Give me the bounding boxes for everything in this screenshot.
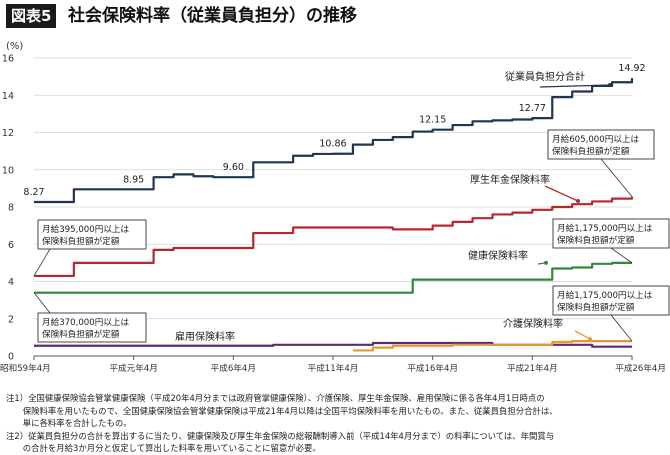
series-health-line: [34, 261, 632, 294]
series-label: 雇用保険料率: [175, 330, 235, 343]
chart: (%) 0 2 4 6 8 10 12 14 16 昭和59年4月 平成元年4月 平成6年4月 平成11年…: [0, 41, 670, 374]
callout-text: 月給605,000円以上は: [552, 133, 640, 145]
callout-text: 月給1,175,000円以上は: [557, 222, 653, 234]
x-tick-label: 平成6年4月: [211, 362, 256, 374]
callout-pointer: [33, 292, 51, 314]
callout-pointer: [610, 247, 633, 264]
callout-text: 保険料負担額が定額: [552, 145, 630, 157]
callout-text: 保険料負担額が定額: [557, 234, 635, 246]
series-label-pointer: [544, 185, 579, 202]
callout-pointer: [610, 314, 633, 342]
y-tick-label: 6: [8, 240, 14, 251]
series-label-pointer-tip: [608, 83, 612, 88]
note-line: の合計を月給3か月分と仮定して算出した料率を用いていることに留意が必要。: [6, 443, 321, 453]
series-label-pointer-tip: [588, 337, 592, 342]
series-label-pointer: [539, 84, 611, 88]
header: 図表5 社会保険料率（従業員負担分）の推移: [0, 0, 670, 34]
data-label: 14.92: [618, 63, 645, 74]
data-label: 8.27: [23, 187, 44, 198]
x-tick-label: 昭和59年4月: [0, 362, 51, 374]
callout-text: 月給395,000円以上は: [42, 223, 130, 235]
callout-text: 保険料負担額が定額: [42, 328, 120, 340]
series-label-pointer-tip: [544, 260, 548, 265]
figure-label: 図表5: [6, 4, 57, 28]
data-label: 8.95: [123, 174, 144, 185]
callout-box: [552, 218, 670, 249]
series-label: 健康保険料率: [468, 249, 528, 262]
y-tick-label: 0: [8, 352, 14, 363]
data-label: 12.15: [419, 115, 446, 126]
note-line: 注1）全国健康保険協会管掌健康保険（平成20年4月分までは政府管掌健康保険）、介…: [6, 393, 545, 403]
callout-box: [552, 285, 670, 316]
callout-box: [37, 219, 147, 250]
y-tick-label: 4: [8, 277, 14, 288]
data-label: 10.86: [319, 139, 346, 150]
series-nursing-care-line: [352, 340, 632, 352]
data-label: 12.77: [519, 103, 546, 114]
x-tick-label: 平成元年4月: [109, 362, 157, 374]
callout-text: 月給370,000円以上は: [42, 316, 130, 328]
callout-text: 保険料負担額が定額: [557, 301, 635, 313]
x-tick-label: 平成21年4月: [507, 362, 558, 374]
x-tick-label: 平成26年4月: [615, 362, 666, 374]
series-label: 従業員負担分合計: [505, 70, 585, 83]
callout-box: [547, 129, 655, 160]
callout-text: 月給1,175,000円以上は: [557, 289, 653, 301]
note-line: 単に各料率を合計したもの。: [6, 418, 132, 428]
callout-pointer: [33, 248, 51, 277]
x-tick-label: 平成11年4月: [308, 362, 359, 374]
y-axis-unit: (%): [6, 41, 23, 52]
x-tick-label: 平成16年4月: [407, 362, 458, 374]
note-line: 注2）従業員負担分の合計を算出するに当たり、健康保険及び厚生年金保険の総報酬制導…: [6, 430, 555, 441]
y-tick-label: 16: [2, 54, 14, 65]
callout-pointer: [600, 158, 633, 197]
series-label-pointer-tip: [576, 199, 580, 204]
note-line: 保険料率を用いたもので、全国健康保険協会管掌健康保険は平成21年4月以降は全国平…: [6, 405, 558, 416]
series-label: 厚生年金保険料率: [470, 173, 550, 186]
y-tick-label: 2: [8, 314, 14, 325]
notes: 注1）全国健康保険協会管掌健康保険（平成20年4月分までは政府管掌健康保険）、介…: [6, 392, 666, 455]
y-tick-label: 8: [8, 203, 14, 214]
data-label: 9.60: [223, 162, 244, 173]
callout-box: [37, 312, 147, 343]
series-label-pointer: [574, 330, 591, 340]
series-label: 介護保険料率: [503, 317, 563, 330]
y-tick-label: 10: [2, 165, 14, 176]
chart-title: 社会保険料率（従業員負担分）の推移: [68, 6, 357, 26]
y-tick-label: 14: [2, 91, 14, 102]
series-total-line: [34, 78, 634, 204]
y-tick-label: 12: [2, 128, 14, 139]
series-pension-line: [34, 196, 634, 278]
callout-text: 保険料負担額が定額: [42, 235, 120, 247]
